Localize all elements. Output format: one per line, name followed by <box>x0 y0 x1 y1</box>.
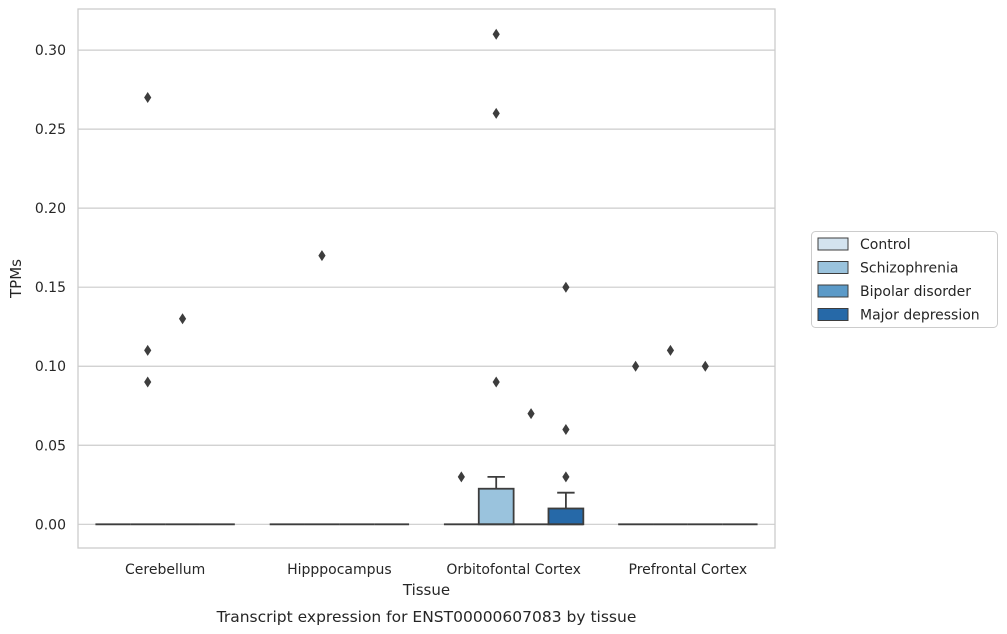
y-gridlines <box>78 49 775 525</box>
legend-label: Schizophrenia <box>860 261 958 277</box>
outlier-point <box>144 92 152 104</box>
box-body <box>547 507 585 526</box>
outlier-point <box>666 344 675 356</box>
y-axis-label: TPMs <box>7 259 25 299</box>
legend: Control Schizophrenia Bipolar disorder Majo… <box>811 231 998 328</box>
outlier-point <box>492 107 500 119</box>
y-tick-label: 0.05 <box>35 438 66 454</box>
plot-frame <box>77 8 776 549</box>
box-2-1 <box>477 475 515 526</box>
outlier-point <box>457 471 465 483</box>
outlier-point <box>701 360 709 372</box>
x-tick-label: Prefrontal Cortex <box>629 562 748 578</box>
outlier-point <box>144 376 152 388</box>
x-axis-label: Tissue <box>402 581 450 599</box>
legend-swatch <box>817 308 849 321</box>
outlier-point <box>562 423 570 435</box>
outlier-point <box>144 344 152 356</box>
outlier-point <box>492 376 500 388</box>
outlier-point <box>632 360 640 372</box>
legend-label: Control <box>860 237 911 253</box>
outlier-point <box>178 313 187 325</box>
x-tick-labels: Cerebellum Hipppocampus Orbitofontal Corte… <box>125 562 747 578</box>
y-tick-label: 0.15 <box>35 280 66 296</box>
outlier-point <box>562 471 570 483</box>
x-tick-label: Hipppocampus <box>287 562 392 578</box>
legend-label: Major depression <box>860 308 980 324</box>
box-body <box>477 487 515 526</box>
y-tick-label: 0.00 <box>35 517 66 533</box>
box-2-3 <box>547 491 585 526</box>
outlier-point <box>527 408 535 420</box>
legend-swatch <box>817 237 849 251</box>
outlier-point <box>492 28 500 40</box>
outlier-markers <box>144 28 709 483</box>
y-tick-label: 0.25 <box>35 122 66 138</box>
y-tick-labels: 0.00 0.05 0.10 0.15 0.20 0.25 0.30 <box>35 43 66 533</box>
outlier-point <box>318 250 326 262</box>
x-tick-label: Cerebellum <box>125 562 205 578</box>
legend-frame <box>811 231 998 328</box>
legend-swatch <box>817 284 849 298</box>
y-tick-label: 0.20 <box>35 201 66 217</box>
legend-label: Bipolar disorder <box>860 284 971 300</box>
box-plot-marks <box>95 475 758 526</box>
y-tick-label: 0.30 <box>35 43 66 59</box>
x-tick-label: Orbitofontal Cortex <box>446 562 581 578</box>
chart-caption: Transcript expression for ENST0000060708… <box>216 608 637 626</box>
outlier-point <box>562 281 570 293</box>
legend-swatch <box>817 261 849 274</box>
y-tick-label: 0.10 <box>35 359 66 375</box>
